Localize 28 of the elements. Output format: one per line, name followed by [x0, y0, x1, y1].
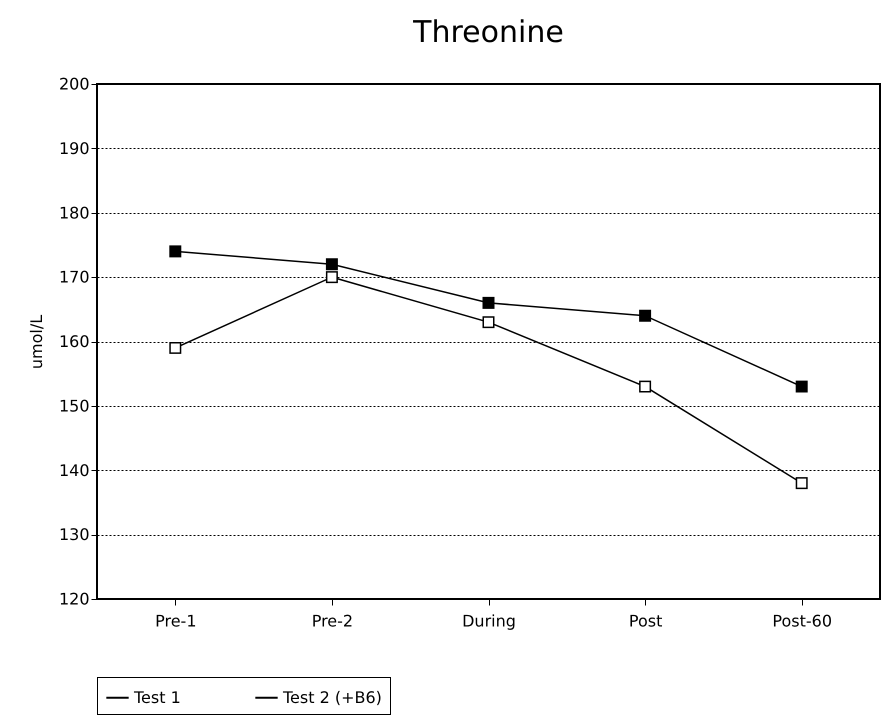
point	[482, 316, 494, 328]
x-tick-label: Pre-2	[312, 612, 354, 630]
y-tick-label: 190	[58, 138, 90, 158]
y-tick-label: 160	[58, 332, 90, 351]
y-tick-label: 120	[58, 590, 90, 608]
point	[796, 380, 808, 393]
chart-title: Threonine	[412, 15, 564, 50]
x-tick-label: Post	[628, 612, 662, 630]
y-tick-label: 150	[58, 396, 90, 416]
point	[169, 245, 182, 258]
y-axis-title: umol/L	[26, 314, 46, 370]
point	[482, 296, 494, 309]
point	[639, 310, 652, 322]
y-tick-label: 180	[58, 203, 90, 222]
legend-label: Test 1	[133, 688, 181, 707]
y-tick-label: 170	[58, 268, 90, 287]
x-tick-label: Pre-1	[155, 612, 196, 630]
point	[169, 342, 182, 354]
point	[326, 271, 338, 284]
x-tick-label: Post-60	[772, 612, 832, 630]
y-tick-label: 130	[58, 525, 90, 544]
x-tick-label: During	[462, 612, 516, 630]
point	[796, 477, 808, 490]
point	[326, 258, 338, 270]
point	[639, 380, 652, 393]
legend-label: Test 2 (+B6)	[282, 688, 382, 707]
y-tick-label: 200	[58, 74, 90, 94]
y-tick-label: 140	[58, 460, 90, 480]
